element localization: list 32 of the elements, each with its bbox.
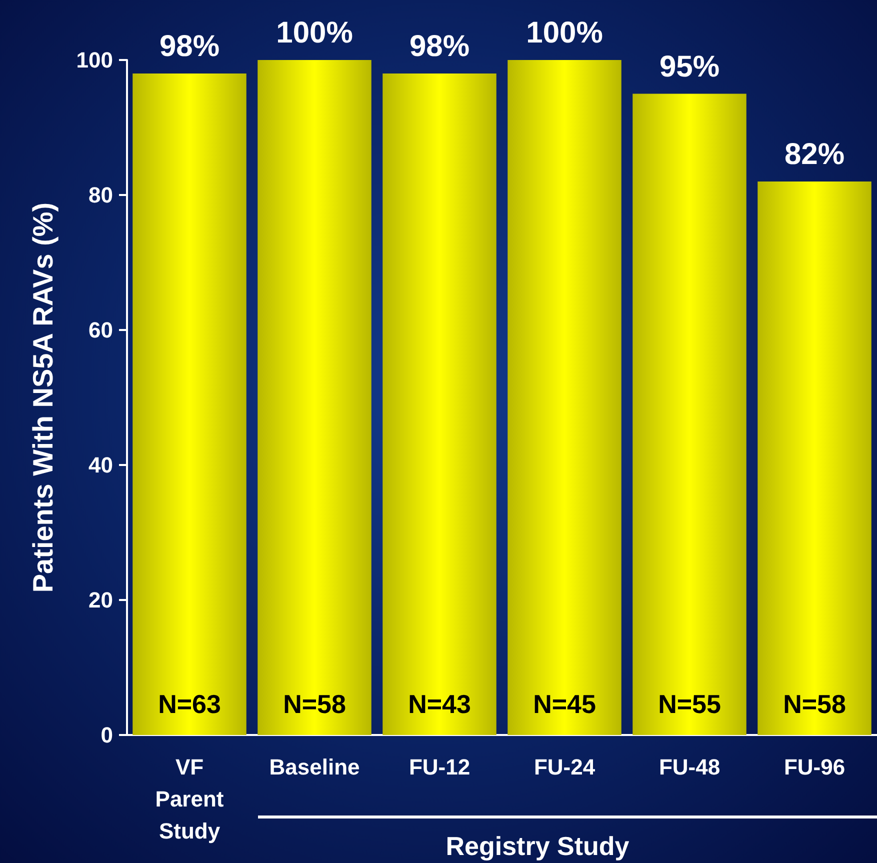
annotation: N=63 [158,689,221,719]
x-tick-label: VF Parent Study [155,754,224,844]
annotation: N=55 [658,689,721,719]
bar [132,74,246,735]
bar [758,182,872,735]
x-tick-label: Baseline [269,754,360,780]
data-label: 100% [526,16,603,50]
x-tick-label: FU-24 [534,754,596,780]
data-label: 95% [659,50,720,84]
y-tick-label: 40 [88,452,113,478]
annotation: N=43 [408,689,471,719]
text: Registry Study [446,831,630,861]
y-tick-label: 20 [88,588,113,612]
x-tick-label: FU-12 [408,754,470,780]
bar [382,74,496,735]
y-tick-label: 100 [76,48,113,72]
bar [508,60,622,735]
annotation: N=45 [533,689,596,719]
bar [258,60,372,735]
x-tick-label: FU-96 [784,754,846,780]
data-label: 100% [276,16,353,50]
annotation: N=58 [783,689,846,719]
bar [632,94,746,735]
annotation: N=58 [283,689,346,719]
data-label: 98% [409,30,470,63]
y-axis-title: Patients With NS5A RAVs (%) [28,202,58,593]
x-tick-label: FU-48 [658,754,720,780]
y-tick-label: 80 [88,182,113,208]
data-label: 82% [784,138,845,171]
y-tick-label: 60 [88,318,113,342]
y-tick-label: 0 [100,722,113,748]
data-label: 98% [159,30,220,63]
